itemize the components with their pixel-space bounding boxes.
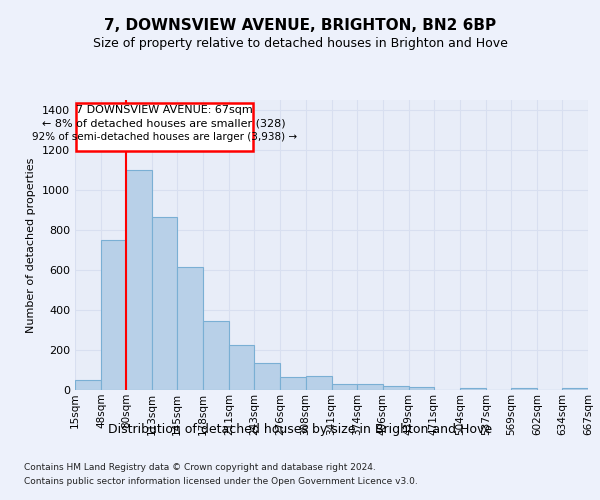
Bar [331,384,358,390]
Bar [280,377,305,390]
Bar [460,388,486,390]
FancyBboxPatch shape [76,103,253,151]
Text: 92% of semi-detached houses are larger (3,938) →: 92% of semi-detached houses are larger (… [32,132,297,142]
Bar [203,321,229,390]
Bar [229,345,254,390]
Bar [126,170,152,390]
Bar [177,267,203,390]
Text: ← 8% of detached houses are smaller (328): ← 8% of detached houses are smaller (328… [43,118,286,128]
Bar [562,388,588,390]
Bar [75,380,101,390]
Bar [511,388,537,390]
Bar [305,376,331,390]
Bar [152,217,177,390]
Y-axis label: Number of detached properties: Number of detached properties [26,158,37,332]
Text: 7, DOWNSVIEW AVENUE, BRIGHTON, BN2 6BP: 7, DOWNSVIEW AVENUE, BRIGHTON, BN2 6BP [104,18,496,32]
Bar [101,240,126,390]
Text: Contains public sector information licensed under the Open Government Licence v3: Contains public sector information licen… [24,478,418,486]
Text: Size of property relative to detached houses in Brighton and Hove: Size of property relative to detached ho… [92,38,508,51]
Bar [358,384,383,390]
Bar [383,386,409,390]
Bar [409,387,434,390]
Text: 7 DOWNSVIEW AVENUE: 67sqm: 7 DOWNSVIEW AVENUE: 67sqm [76,106,253,116]
Text: Contains HM Land Registry data © Crown copyright and database right 2024.: Contains HM Land Registry data © Crown c… [24,462,376,471]
Text: Distribution of detached houses by size in Brighton and Hove: Distribution of detached houses by size … [108,422,492,436]
Bar [254,363,280,390]
